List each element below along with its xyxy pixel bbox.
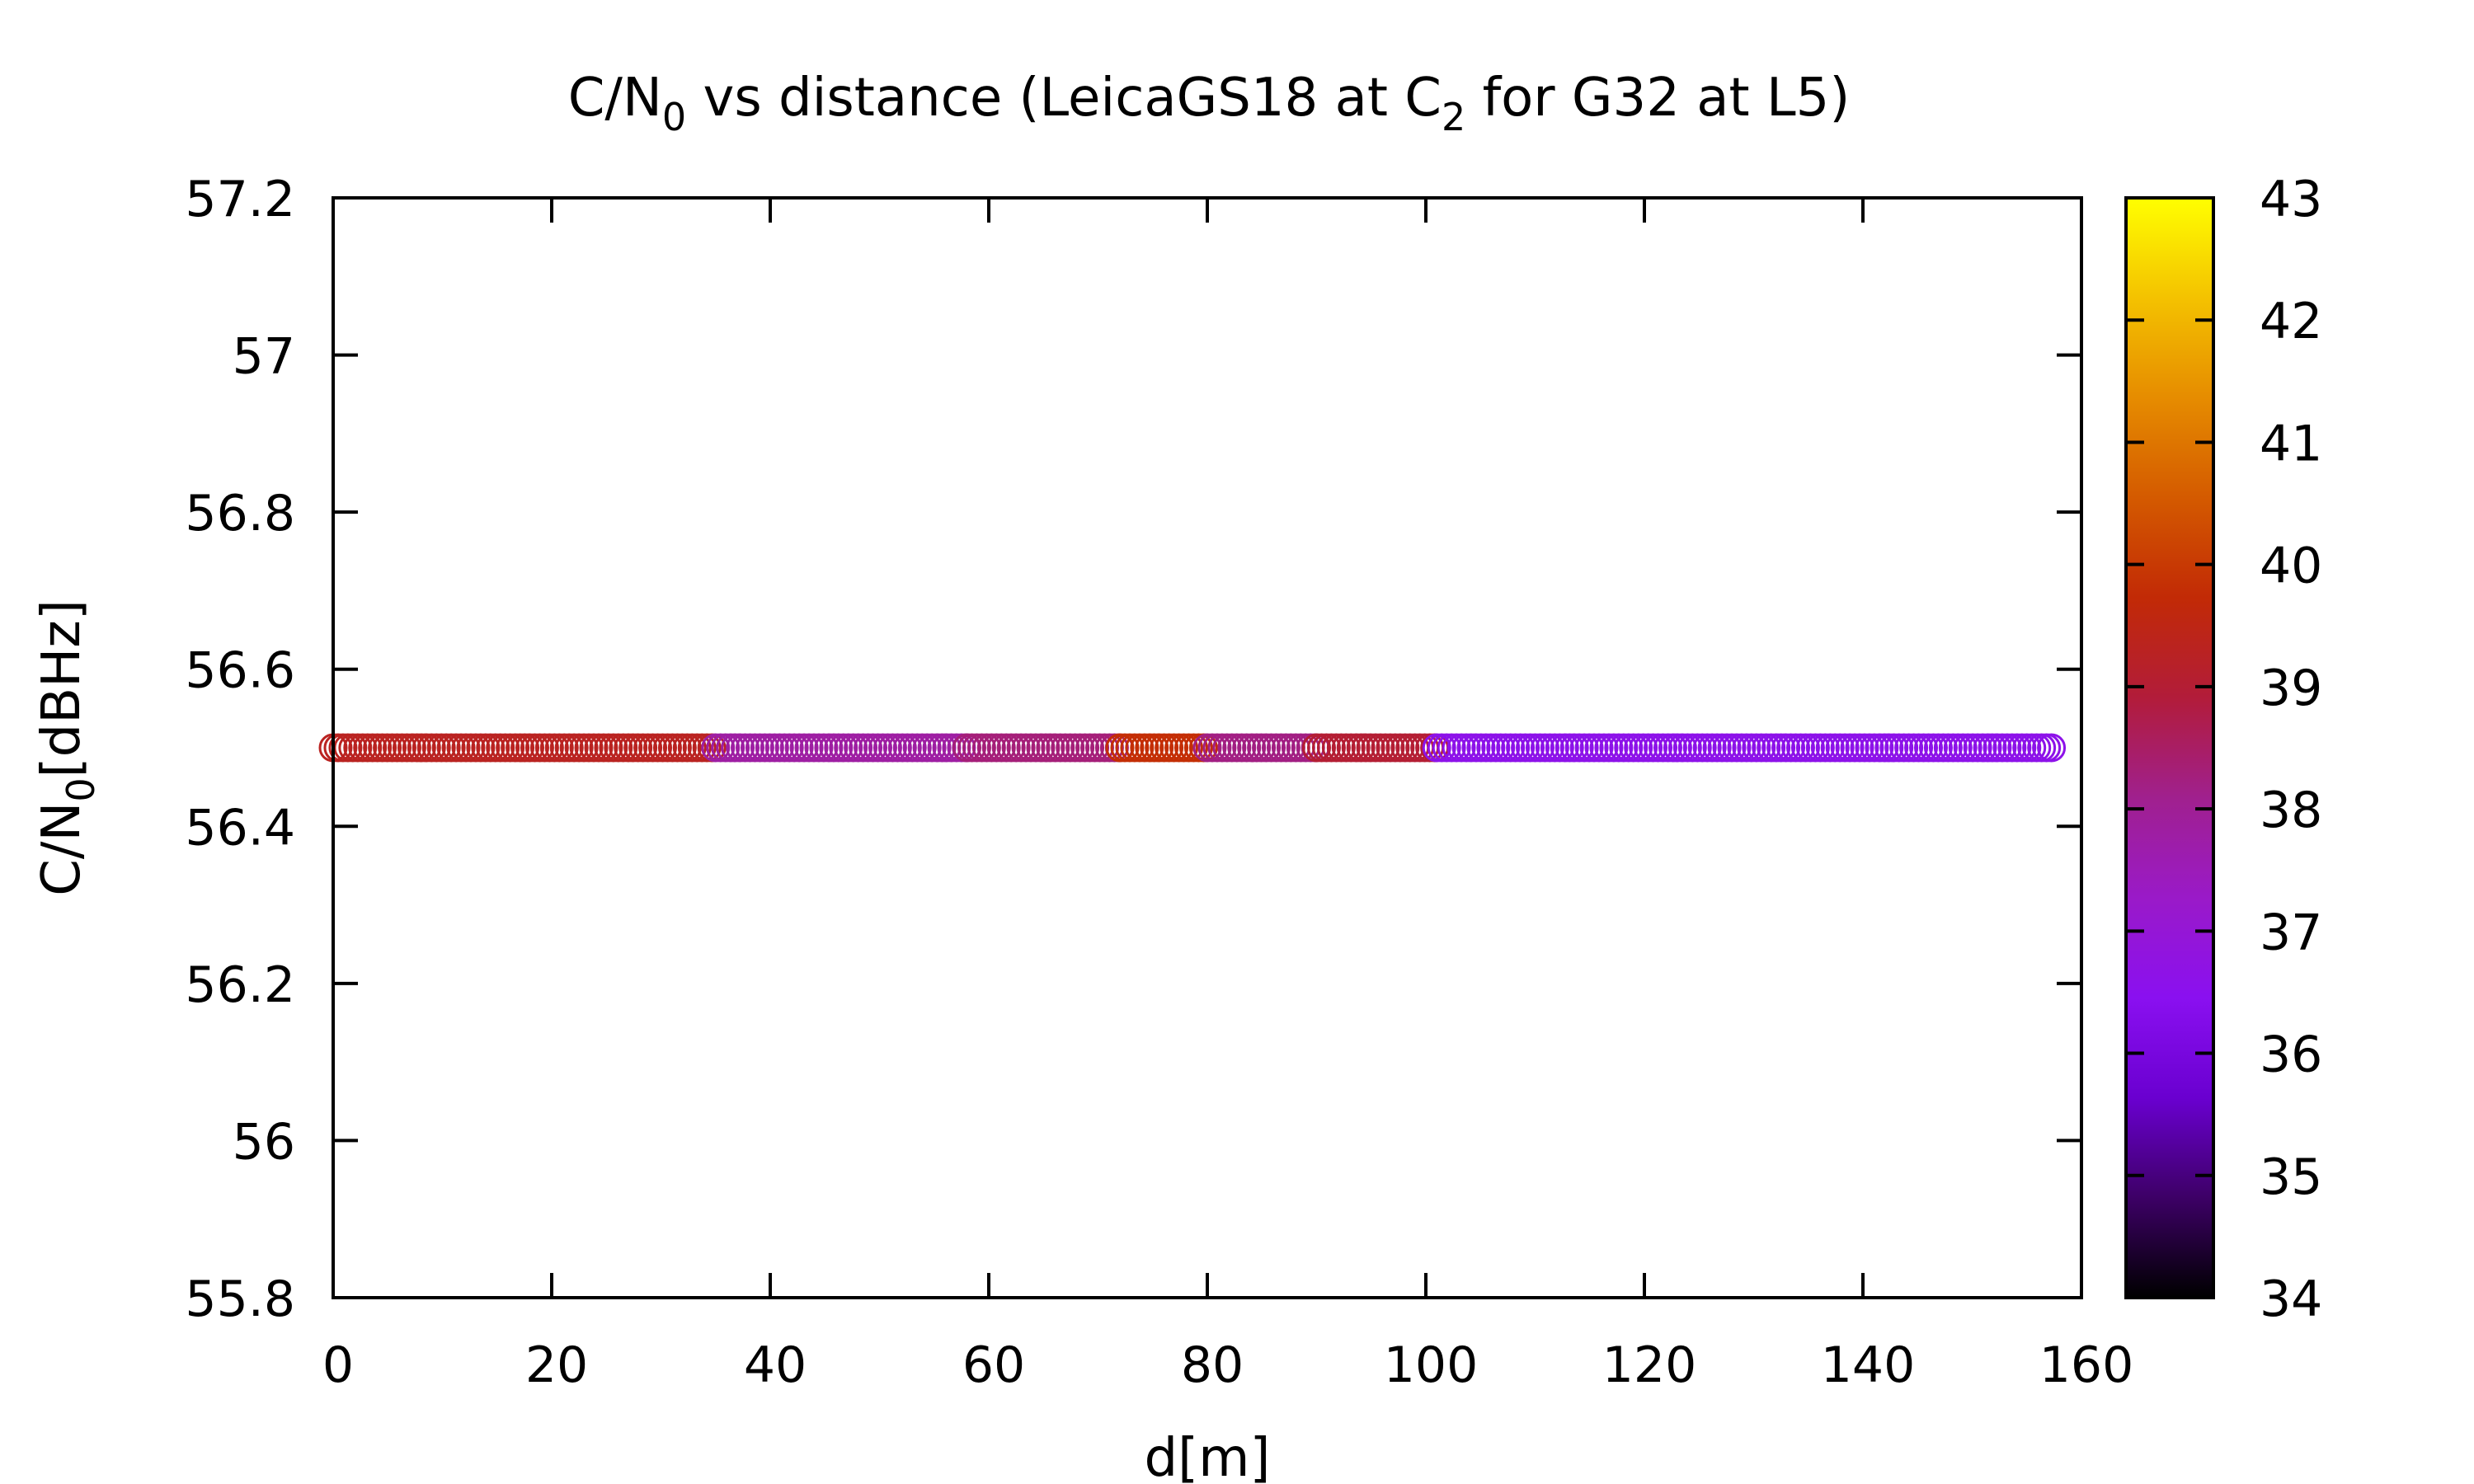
y-tick-label: 56.2 bbox=[185, 956, 295, 1014]
x-tick-label: 0 bbox=[322, 1336, 354, 1394]
data-point bbox=[2037, 733, 2067, 763]
colorbar-tick-label: 35 bbox=[2260, 1148, 2322, 1206]
y-tick-label: 56.8 bbox=[185, 485, 295, 542]
x-tick-label: 20 bbox=[525, 1336, 588, 1394]
y-tick-label: 56 bbox=[233, 1113, 295, 1171]
y-tick-label: 57 bbox=[233, 328, 295, 386]
data-points bbox=[318, 733, 2067, 763]
colorbar-tick-label: 43 bbox=[2260, 171, 2322, 228]
x-tick-label: 80 bbox=[1181, 1336, 1244, 1394]
x-axis-label: d[m] bbox=[1145, 1428, 1271, 1484]
colorbar: 34 35 36 37 38 39 40 41 42 43 bbox=[2124, 171, 2322, 1328]
colorbar-tick-label: 39 bbox=[2260, 660, 2322, 717]
x-tick-label: 120 bbox=[1602, 1336, 1697, 1394]
y-axis-ticks: 55.8 56 56.2 56.4 56.6 56.8 57 57.2 bbox=[185, 171, 2081, 1328]
colorbar-tick-label: 41 bbox=[2260, 415, 2322, 472]
colorbar-tick-label: 34 bbox=[2260, 1270, 2322, 1328]
x-tick-label: 60 bbox=[962, 1336, 1025, 1394]
x-tick-label: 160 bbox=[2039, 1336, 2134, 1394]
x-tick-label: 40 bbox=[744, 1336, 807, 1394]
colorbar-tick-label: 42 bbox=[2260, 293, 2322, 350]
x-tick-label: 100 bbox=[1384, 1336, 1479, 1394]
colorbar-tick-label: 38 bbox=[2260, 782, 2322, 839]
colorbar-ticks: 34 35 36 37 38 39 40 41 42 43 bbox=[2126, 171, 2322, 1328]
x-axis-ticks: 0 20 40 60 80 100 120 140 160 bbox=[322, 198, 2133, 1394]
colorbar-tick-label: 40 bbox=[2260, 538, 2322, 595]
plot-area: 0 20 40 60 80 100 120 140 160 55.8 56 56.2 56.4 56.6… bbox=[185, 171, 2133, 1394]
x-tick-label: 140 bbox=[1821, 1336, 1916, 1394]
y-tick-label: 56.6 bbox=[185, 642, 295, 700]
y-tick-label: 57.2 bbox=[185, 171, 295, 228]
colorbar-tick-label: 37 bbox=[2260, 904, 2322, 961]
chart-title: C/N0 vs distance (LeicaGS18 at C2 for G3… bbox=[568, 68, 1851, 139]
colorbar-tick-label: 36 bbox=[2260, 1026, 2322, 1084]
y-tick-label: 55.8 bbox=[185, 1270, 295, 1328]
y-tick-label: 56.4 bbox=[185, 799, 295, 857]
y-axis-label: C/N0[dBHz] bbox=[31, 599, 103, 896]
colorbar-gradient bbox=[2124, 196, 2215, 1299]
